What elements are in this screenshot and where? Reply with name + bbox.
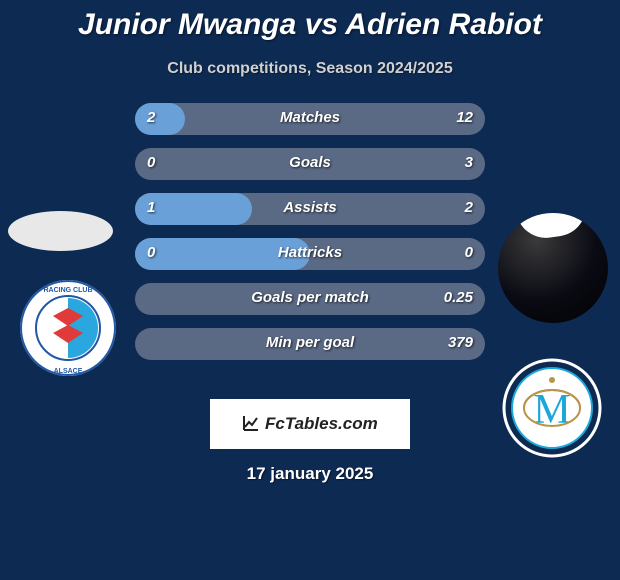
stat-label: Min per goal <box>135 334 485 351</box>
stat-value-p2: 379 <box>448 334 473 351</box>
source-badge: FcTables.com <box>210 399 410 449</box>
stat-label: Goals per match <box>135 289 485 306</box>
player2-photo <box>498 213 608 323</box>
stat-row: Hattricks0 0 <box>135 238 485 270</box>
player1-photo-placeholder <box>8 211 113 251</box>
club-left-badge: RACING CLUB ALSACE <box>18 278 118 378</box>
stat-value-p2: 2 <box>465 199 473 216</box>
stat-label: Hattricks <box>135 244 485 261</box>
stat-row: Goals0 3 <box>135 148 485 180</box>
stat-label: Matches <box>135 109 485 126</box>
stat-label: Goals <box>135 154 485 171</box>
stat-value-p2: 12 <box>456 109 473 126</box>
stat-value-p2: 3 <box>465 154 473 171</box>
stat-value-p1: 1 <box>147 199 155 216</box>
stat-row: Goals per match0.25 <box>135 283 485 315</box>
stat-label: Assists <box>135 199 485 216</box>
stat-value-p1: 2 <box>147 109 155 126</box>
svg-text:ALSACE: ALSACE <box>54 368 83 375</box>
strasbourg-icon: RACING CLUB ALSACE <box>18 278 118 378</box>
page-title: Junior Mwanga vs Adrien Rabiot <box>0 0 620 42</box>
stat-value-p2: 0.25 <box>444 289 473 306</box>
stat-value-p1: 0 <box>147 154 155 171</box>
stat-row: Assists1 2 <box>135 193 485 225</box>
stat-bars: Matches212Goals03Assists12Hattricks00Goa… <box>135 103 485 373</box>
svg-text:RACING CLUB: RACING CLUB <box>44 287 93 294</box>
subtitle: Club competitions, Season 2024/2025 <box>0 60 620 78</box>
chart-icon <box>242 414 260 432</box>
stat-value-p1: 0 <box>147 244 155 261</box>
stat-row: Matches2 12 <box>135 103 485 135</box>
stat-row: Min per goal379 <box>135 328 485 360</box>
source-badge-label: FcTables.com <box>265 414 378 433</box>
compare-area: RACING CLUB ALSACE M Matches212Goals03As… <box>0 103 620 393</box>
club-right-badge: M <box>502 358 602 458</box>
stat-value-p2: 0 <box>465 244 473 261</box>
date-label: 17 january 2025 <box>0 464 620 484</box>
marseille-icon: M <box>502 358 602 458</box>
